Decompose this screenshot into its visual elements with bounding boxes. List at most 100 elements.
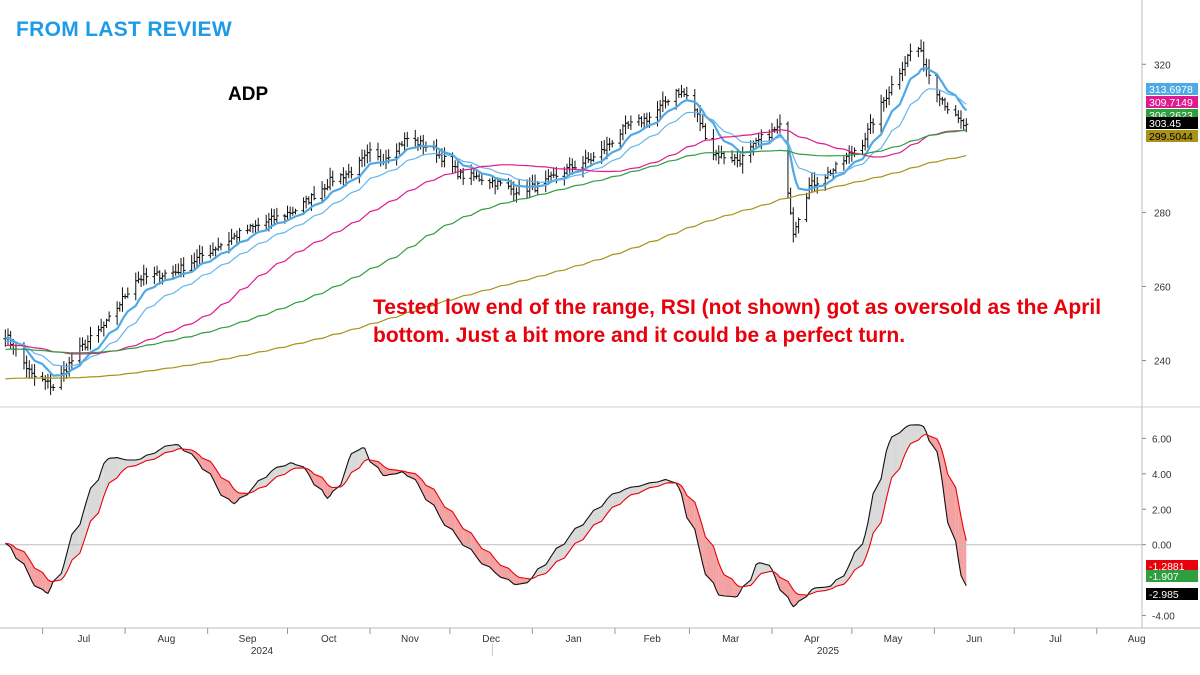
macd-fill-below — [686, 495, 695, 530]
macd-fill-above — [883, 450, 887, 511]
price-bar — [639, 116, 644, 128]
macd-fill-below — [684, 489, 687, 518]
macd-fill-below — [231, 485, 235, 504]
macd-fill-above — [630, 486, 639, 495]
price-bar — [788, 187, 793, 215]
macd-fill-above — [638, 485, 642, 494]
macd-fill-below — [218, 472, 221, 496]
macd-fill-below — [386, 467, 389, 476]
price-bar — [567, 157, 572, 174]
macd-fill-below — [476, 540, 480, 561]
price-bar — [325, 179, 330, 191]
price-bar — [394, 143, 399, 166]
macd-fill-below — [939, 444, 943, 482]
ma-50-line — [5, 129, 967, 355]
macd-last-label-text: -1.907 — [1149, 571, 1179, 583]
price-tick-label: 320 — [1154, 60, 1171, 71]
ma-100-line — [5, 129, 967, 354]
macd-fill-above — [252, 484, 256, 492]
price-bar — [120, 287, 125, 312]
macd-last-label-bg — [1146, 560, 1198, 572]
price-bar — [477, 173, 482, 182]
macd-fill-above — [556, 544, 565, 562]
price-bar — [141, 264, 146, 286]
price-bar — [865, 123, 870, 148]
price-bar — [99, 318, 104, 333]
price-bar — [572, 160, 577, 170]
macd-fill-below — [926, 432, 929, 441]
price-bar — [879, 94, 884, 134]
price-bar — [152, 266, 157, 285]
macd-fill-below — [516, 575, 520, 585]
macd-fill-below — [191, 450, 195, 458]
macd-fill-below — [929, 435, 937, 452]
price-bar — [274, 207, 279, 223]
macd-fill-above — [271, 469, 275, 482]
price-bar — [943, 97, 948, 111]
macd-last-label-bg — [1146, 570, 1198, 582]
macd-fill-above — [125, 459, 128, 469]
macd-fill-below — [793, 589, 796, 607]
macd-fill-below — [961, 516, 964, 581]
macd-fill-above — [761, 563, 770, 574]
price-bar — [216, 237, 221, 252]
macd-fill-below — [492, 555, 496, 573]
month-tick-label: Oct — [321, 634, 337, 645]
price-bar — [117, 301, 122, 312]
price-bar — [229, 228, 234, 245]
macd-fill-above — [567, 536, 570, 555]
price-bar — [785, 121, 790, 199]
macd-fill-above — [127, 459, 136, 467]
macd-fill-below — [777, 574, 780, 590]
price-bar — [133, 272, 138, 301]
price-bar — [921, 41, 926, 72]
price-bar — [849, 145, 854, 162]
macd-tick-label: 0.00 — [1152, 541, 1172, 552]
price-tick-label: 260 — [1154, 282, 1171, 293]
macd-fill-above — [276, 465, 285, 477]
price-bar — [136, 271, 141, 284]
price-bar — [155, 265, 160, 277]
price-bar — [107, 311, 112, 322]
macd-fill-above — [585, 517, 589, 536]
macd-last-label-bg — [1146, 588, 1198, 600]
price-bar — [421, 134, 426, 155]
price-bar — [85, 335, 90, 351]
macd-fill-above — [628, 487, 631, 497]
price-bar — [804, 192, 809, 223]
price-bar — [881, 97, 886, 112]
year-label: 2025 — [817, 646, 840, 657]
moving-averages — [5, 67, 968, 380]
month-tick-label: Apr — [804, 634, 820, 645]
price-bar — [290, 206, 295, 216]
macd-fill-above — [889, 436, 892, 488]
macd-fill-below — [937, 438, 940, 466]
macd-fill-below — [45, 576, 48, 594]
macd-fill-below — [220, 477, 229, 500]
macd-fill-below — [383, 466, 386, 476]
price-last-label-bg — [1146, 117, 1198, 129]
price-bar — [32, 364, 37, 386]
macd-fill-below — [47, 579, 51, 594]
price-bar — [825, 166, 830, 180]
macd-fill-above — [553, 548, 557, 565]
price-tick-label: 280 — [1154, 208, 1171, 219]
macd-line — [4, 424, 967, 608]
macd-fill-above — [63, 554, 67, 577]
price-bar — [889, 75, 894, 96]
price-axis: 240 260 280 320 — [1142, 60, 1171, 368]
macd-last-labels: -1.2881-1.907-2.985 — [1146, 560, 1198, 601]
price-bar — [125, 287, 130, 299]
macd-fill-above — [753, 564, 756, 583]
macd-fill-below — [457, 520, 461, 542]
price-bar — [88, 326, 93, 350]
price-bar — [487, 178, 492, 190]
ma-fast-line — [5, 67, 968, 377]
macd-fill-below — [718, 562, 722, 596]
price-bar — [115, 301, 120, 325]
macd-fill-above — [905, 426, 908, 455]
price-bar — [200, 246, 205, 265]
macd-fill-above — [101, 463, 104, 505]
month-tick-label: Jul — [77, 634, 90, 645]
price-last-label: 313.6978 — [1146, 83, 1198, 96]
